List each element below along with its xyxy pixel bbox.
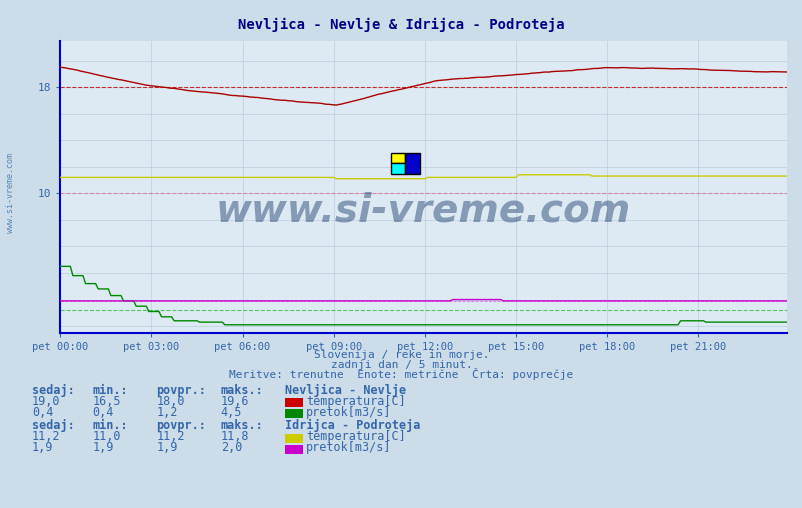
Text: Meritve: trenutne  Enote: metrične  Črta: povprečje: Meritve: trenutne Enote: metrične Črta: … <box>229 368 573 380</box>
Text: 0,4: 0,4 <box>92 405 114 419</box>
Text: 11,2: 11,2 <box>32 430 60 443</box>
Text: www.si-vreme.com: www.si-vreme.com <box>6 153 15 233</box>
Text: Nevljica - Nevlje & Idrijca - Podroteja: Nevljica - Nevlje & Idrijca - Podroteja <box>238 18 564 32</box>
Text: temperatura[C]: temperatura[C] <box>306 395 405 408</box>
Text: 1,9: 1,9 <box>156 441 178 454</box>
Text: 19,0: 19,0 <box>32 395 60 408</box>
Text: 1,9: 1,9 <box>32 441 54 454</box>
Text: 1,9: 1,9 <box>92 441 114 454</box>
Text: 11,8: 11,8 <box>221 430 249 443</box>
Text: zadnji dan / 5 minut.: zadnji dan / 5 minut. <box>330 360 472 370</box>
Text: povpr.:: povpr.: <box>156 384 206 397</box>
Text: 1,2: 1,2 <box>156 405 178 419</box>
Text: 19,6: 19,6 <box>221 395 249 408</box>
Text: pretok[m3/s]: pretok[m3/s] <box>306 441 391 454</box>
Text: 2,0: 2,0 <box>221 441 242 454</box>
Text: 11,2: 11,2 <box>156 430 184 443</box>
Text: maks.:: maks.: <box>221 384 263 397</box>
Text: maks.:: maks.: <box>221 419 263 432</box>
Text: 4,5: 4,5 <box>221 405 242 419</box>
Text: min.:: min.: <box>92 419 128 432</box>
Text: pretok[m3/s]: pretok[m3/s] <box>306 405 391 419</box>
Text: 16,5: 16,5 <box>92 395 120 408</box>
Text: 0,4: 0,4 <box>32 405 54 419</box>
Text: Nevljica - Nevlje: Nevljica - Nevlje <box>285 384 406 397</box>
Text: temperatura[C]: temperatura[C] <box>306 430 405 443</box>
Text: sedaj:: sedaj: <box>32 419 75 432</box>
Text: sedaj:: sedaj: <box>32 384 75 397</box>
Text: povpr.:: povpr.: <box>156 419 206 432</box>
Text: 18,0: 18,0 <box>156 395 184 408</box>
Text: Idrijca - Podroteja: Idrijca - Podroteja <box>285 419 420 432</box>
FancyBboxPatch shape <box>391 164 405 174</box>
Text: www.si-vreme.com: www.si-vreme.com <box>216 191 630 229</box>
Text: 11,0: 11,0 <box>92 430 120 443</box>
FancyBboxPatch shape <box>391 153 405 164</box>
Text: Slovenija / reke in morje.: Slovenija / reke in morje. <box>314 350 488 360</box>
Text: min.:: min.: <box>92 384 128 397</box>
FancyBboxPatch shape <box>405 153 419 174</box>
